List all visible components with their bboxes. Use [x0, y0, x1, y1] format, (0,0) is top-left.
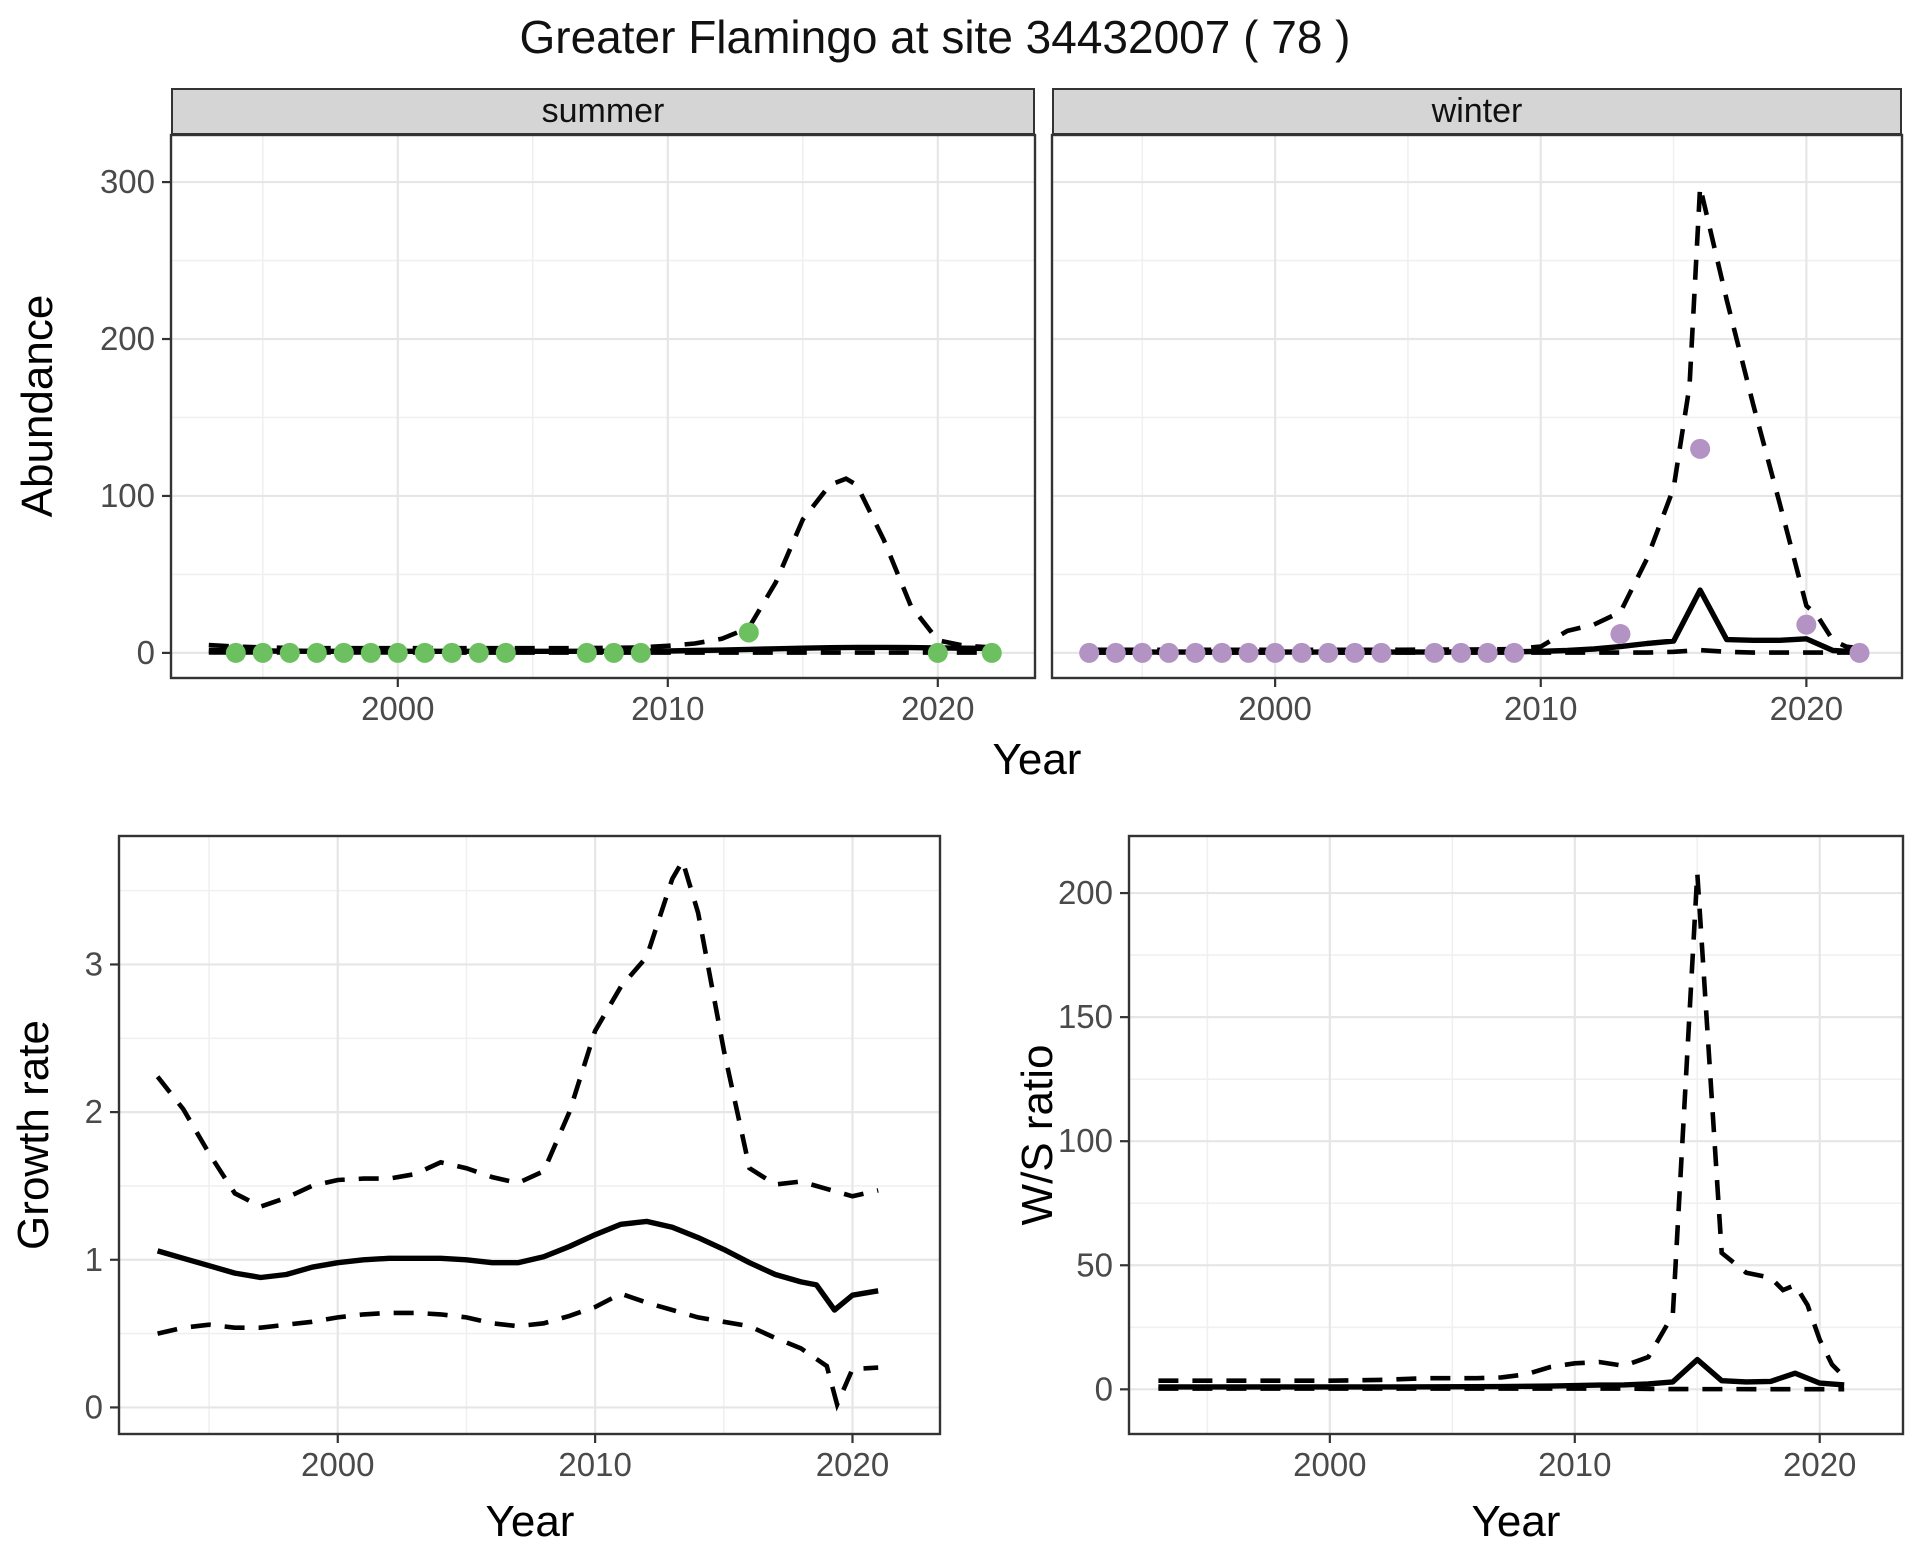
winter-observed-point: [1265, 643, 1285, 663]
ws-ratio-axis-title: W/S ratio: [1013, 1045, 1063, 1226]
x-tick-label: 2010: [631, 690, 704, 727]
winter-observed-point: [1610, 624, 1630, 644]
ws-year-axis-title: Year: [1472, 1497, 1561, 1547]
panel-ws-ratio-background: [1129, 836, 1903, 1434]
y-tick-label: 150: [1058, 998, 1113, 1035]
summer-observed-point: [928, 643, 948, 663]
winter-observed-point: [1451, 643, 1471, 663]
summer-observed-point: [334, 643, 354, 663]
winter-observed-point: [1318, 643, 1338, 663]
x-tick-label: 2010: [1504, 690, 1577, 727]
x-tick-label: 2020: [1770, 690, 1843, 727]
panel-ws-ratio: 2000 2010 2020 0 50 100 150 200: [1058, 836, 1903, 1483]
winter-observed-point: [1212, 643, 1232, 663]
summer-observed-point: [982, 643, 1002, 663]
summer-observed-point: [253, 643, 273, 663]
winter-observed-point: [1079, 643, 1099, 663]
y-tick-label: 300: [100, 163, 155, 200]
summer-observed-point: [604, 643, 624, 663]
x-tick-label: 2010: [1538, 1446, 1611, 1483]
x-tick-label: 2000: [1293, 1446, 1366, 1483]
summer-observed-point: [442, 643, 462, 663]
summer-observed-point: [307, 643, 327, 663]
y-tick-label: 1: [85, 1241, 103, 1278]
winter-observed-point: [1425, 643, 1445, 663]
y-tick-label: 100: [100, 477, 155, 514]
x-tick-label: 2020: [1783, 1446, 1856, 1483]
y-tick-label: 3: [85, 945, 103, 982]
panel-growth-rate-background: [119, 836, 940, 1434]
y-tick-label: 0: [1095, 1370, 1113, 1407]
panel-summer: 2000 2010 2020 0 100 200 300: [100, 135, 1035, 727]
winter-observed-point: [1690, 439, 1710, 459]
winter-observed-point: [1478, 643, 1498, 663]
summer-observed-point: [469, 643, 489, 663]
y-tick-label: 200: [1058, 874, 1113, 911]
facet-strip-summer-label: summer: [542, 92, 665, 131]
summer-observed-point: [496, 643, 516, 663]
winter-observed-point: [1239, 643, 1259, 663]
growth-year-axis-title: Year: [486, 1497, 575, 1547]
summer-observed-point: [415, 643, 435, 663]
chart-title: Greater Flamingo at site 34432007 ( 78 ): [0, 10, 1870, 64]
summer-observed-point: [388, 643, 408, 663]
growth-rate-axis-title: Growth rate: [9, 1020, 59, 1250]
facet-strip-summer: summer: [171, 88, 1035, 135]
y-tick-label: 0: [85, 1388, 103, 1425]
summer-observed-point: [577, 643, 597, 663]
y-tick-label: 50: [1076, 1246, 1113, 1283]
winter-observed-point: [1850, 643, 1870, 663]
top-year-axis-title: Year: [993, 735, 1082, 785]
x-tick-label: 2000: [1238, 690, 1311, 727]
facet-strip-winter-label: winter: [1432, 92, 1523, 131]
summer-observed-point: [361, 643, 381, 663]
winter-observed-point: [1345, 643, 1365, 663]
x-tick-label: 2000: [361, 690, 434, 727]
winter-observed-point: [1371, 643, 1391, 663]
abundance-axis-title: Abundance: [13, 295, 63, 518]
winter-observed-point: [1106, 643, 1126, 663]
winter-observed-point: [1292, 643, 1312, 663]
y-tick-label: 0: [137, 634, 155, 671]
x-tick-label: 2010: [558, 1446, 631, 1483]
summer-observed-point: [280, 643, 300, 663]
summer-observed-point: [739, 622, 759, 642]
y-tick-label: 200: [100, 320, 155, 357]
summer-observed-point: [631, 643, 651, 663]
x-tick-label: 2020: [816, 1446, 889, 1483]
winter-observed-point: [1159, 643, 1179, 663]
panel-winter-background: [1052, 135, 1902, 678]
y-tick-label: 2: [85, 1093, 103, 1130]
winter-observed-point: [1796, 615, 1816, 635]
summer-observed-point: [226, 643, 246, 663]
facet-strip-winter: winter: [1052, 88, 1902, 135]
winter-observed-point: [1185, 643, 1205, 663]
panel-winter: 2000 2010 2020: [1052, 135, 1902, 727]
winter-observed-point: [1504, 643, 1524, 663]
x-tick-label: 2000: [301, 1446, 374, 1483]
y-tick-label: 100: [1058, 1122, 1113, 1159]
winter-observed-point: [1132, 643, 1152, 663]
x-tick-label: 2020: [901, 690, 974, 727]
panel-growth-rate: 2000 2010 2020 0 1 2 3: [85, 836, 940, 1483]
